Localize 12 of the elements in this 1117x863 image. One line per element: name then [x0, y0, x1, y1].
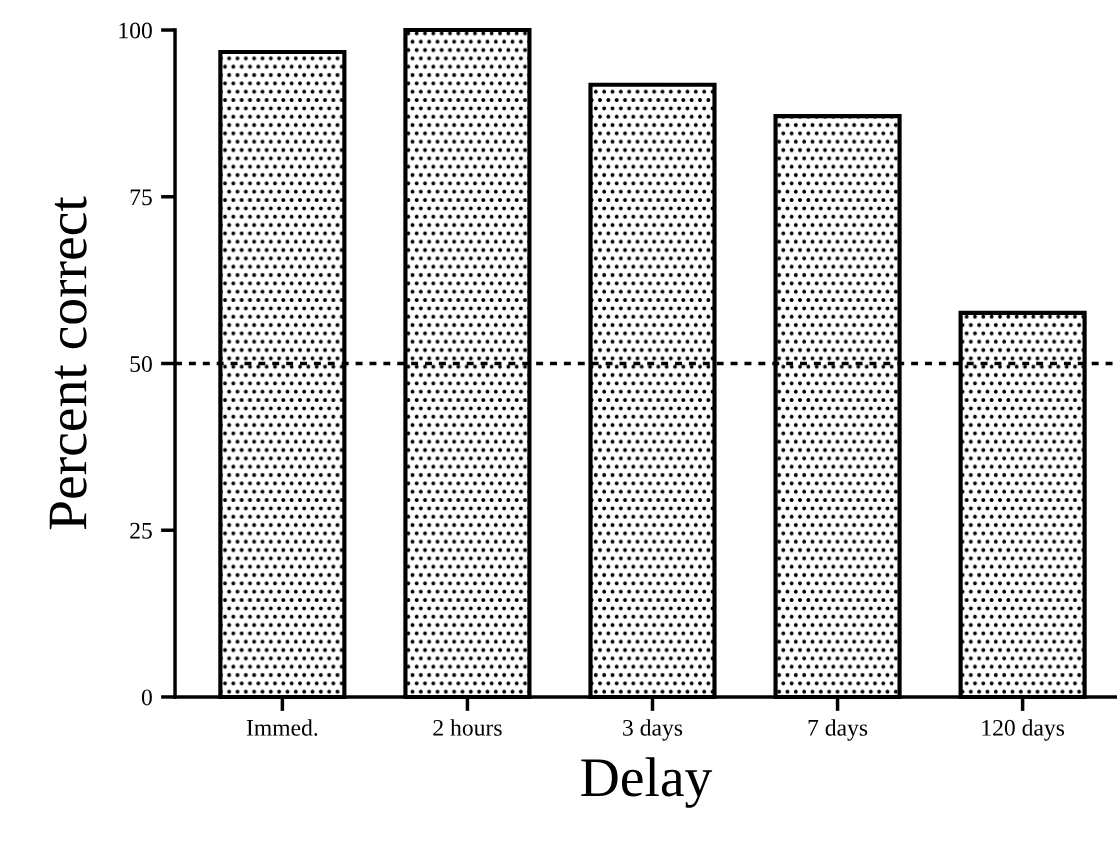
y-tick-label: 50	[130, 355, 152, 372]
y-tick-label: 100	[119, 22, 152, 39]
y-axis-title: Percent correct	[49, 196, 87, 530]
x-axis-title: Delay	[581, 757, 713, 808]
x-tick-label: 7 days	[808, 719, 868, 741]
x-tick-label: 120 days	[982, 719, 1065, 741]
x-tick-label: 2 hours	[433, 719, 502, 736]
x-tick-label: 3 days	[623, 719, 683, 741]
y-tick-label: 75	[130, 189, 152, 206]
y-tick-label: 0	[141, 689, 152, 706]
x-tick-label: Immed.	[246, 719, 318, 736]
y-tick-label: 25	[130, 522, 152, 539]
